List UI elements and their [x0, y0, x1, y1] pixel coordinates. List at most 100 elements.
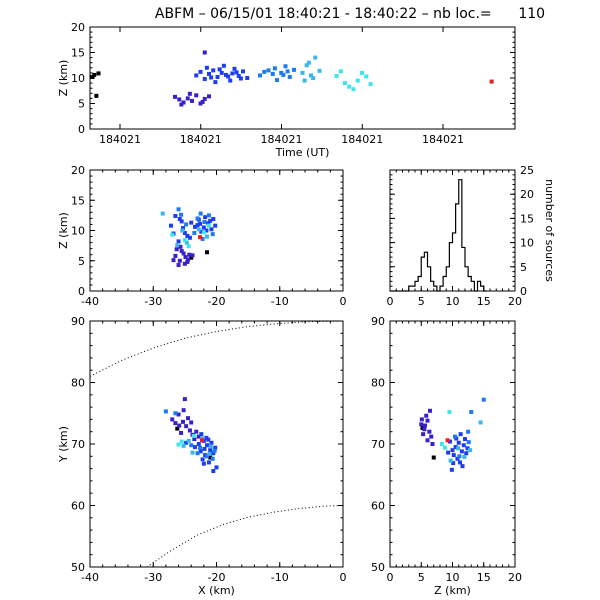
- source-point: [464, 451, 469, 456]
- source-point: [466, 440, 471, 445]
- source-point: [311, 76, 316, 80]
- source-point: [209, 227, 214, 232]
- source-point: [211, 451, 216, 456]
- source-point: [424, 413, 429, 418]
- source-point: [185, 96, 190, 101]
- source-point: [201, 230, 206, 235]
- x-tick-label: -40: [81, 295, 99, 308]
- source-point: [427, 429, 432, 434]
- x-tick-label: 184021: [422, 133, 464, 146]
- source-point: [195, 223, 200, 228]
- source-point: [207, 94, 211, 99]
- title-time-range: 18:40:21 - 18:40:22: [277, 6, 417, 22]
- x-tick-label: 0: [387, 571, 394, 584]
- source-point: [230, 71, 235, 76]
- x-tick-label: -40: [81, 571, 99, 584]
- x-tick-label: 0: [387, 295, 394, 308]
- source-point: [425, 418, 430, 423]
- source-point: [272, 66, 277, 71]
- title-station: ABFM: [155, 6, 194, 22]
- y-tick-label: 80: [371, 377, 385, 390]
- y-tick-label: 70: [371, 438, 385, 451]
- source-point: [364, 74, 369, 79]
- source-point: [292, 67, 296, 72]
- source-point: [206, 437, 211, 442]
- x-tick-label: -30: [144, 571, 162, 584]
- source-point: [179, 249, 184, 254]
- source-point: [180, 228, 185, 233]
- source-point: [213, 223, 218, 228]
- source-point: [214, 465, 219, 470]
- x-tick-label: 184021: [180, 133, 222, 146]
- source-point: [174, 247, 179, 252]
- title-date: 06/15/01: [210, 6, 273, 22]
- y-tick-label: 80: [71, 377, 85, 390]
- y-tick-label: 20: [71, 164, 85, 177]
- source-point: [221, 63, 226, 68]
- source-point: [334, 73, 339, 78]
- source-point: [198, 445, 203, 450]
- source-point: [313, 55, 318, 60]
- source-point: [207, 451, 212, 456]
- source-point: [202, 50, 207, 55]
- source-point: [245, 76, 250, 80]
- source-point: [458, 432, 463, 437]
- zy-view-points: [419, 397, 486, 472]
- source-point: [459, 449, 464, 454]
- source-point: [190, 253, 195, 258]
- plan-view-x-axis-label: X (km): [198, 584, 235, 597]
- source-point: [90, 74, 95, 79]
- y-tick-label: 10: [520, 237, 534, 250]
- source-point: [448, 458, 453, 463]
- source-point: [184, 424, 189, 429]
- y-tick-label: 0: [78, 285, 85, 298]
- source-point: [450, 448, 455, 453]
- source-point: [176, 239, 181, 244]
- source-point: [355, 78, 360, 83]
- figure-title: ABFM – 06/15/01 18:40:21 - 18:40:22 – nb…: [155, 6, 545, 22]
- height-histogram-bars: [390, 179, 487, 292]
- x-tick-label: 15: [477, 571, 491, 584]
- source-point: [462, 454, 467, 459]
- source-point: [179, 439, 184, 444]
- source-point: [419, 417, 424, 422]
- x-tick-label: 15: [477, 295, 491, 308]
- source-point: [170, 417, 175, 422]
- source-point: [183, 255, 188, 260]
- height-histogram-frame: [389, 169, 516, 292]
- source-point: [192, 437, 197, 442]
- source-point: [207, 71, 211, 76]
- histogram-outline: [390, 179, 487, 292]
- x-tick-label: -10: [271, 295, 289, 308]
- zy-view-axes: 0 5 10 15 20 50 60 70 80 90 Z (km): [371, 315, 522, 597]
- source-point: [306, 60, 311, 65]
- y-tick-label: 25: [520, 164, 534, 177]
- source-point: [428, 408, 432, 413]
- source-point: [190, 450, 195, 455]
- source-point: [200, 236, 205, 241]
- x-tick-label: 184021: [99, 133, 141, 146]
- source-point: [238, 76, 243, 81]
- source-point: [179, 430, 184, 435]
- source-point: [94, 93, 99, 98]
- source-point: [198, 449, 203, 454]
- source-point: [96, 71, 101, 76]
- source-point: [258, 73, 262, 78]
- source-point: [190, 98, 194, 103]
- source-point: [187, 91, 192, 96]
- source-point: [304, 63, 309, 68]
- source-point: [186, 416, 191, 421]
- source-point: [173, 94, 177, 99]
- source-point: [198, 235, 203, 240]
- source-point: [196, 227, 201, 232]
- source-point: [182, 261, 187, 266]
- source-point: [192, 224, 197, 229]
- source-point: [209, 440, 214, 445]
- source-point: [287, 74, 292, 79]
- source-point: [185, 259, 190, 264]
- source-point: [198, 211, 203, 216]
- y-tick-label: 15: [520, 212, 534, 225]
- source-point: [204, 65, 209, 70]
- source-point: [173, 253, 178, 258]
